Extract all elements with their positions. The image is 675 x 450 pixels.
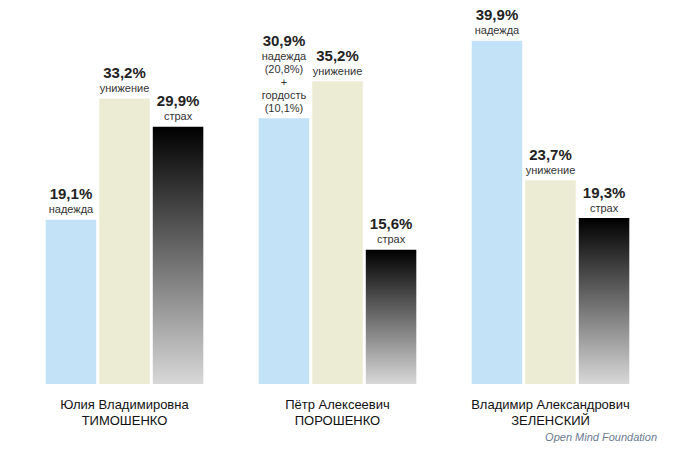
svg-text:Пётр Алексеевич: Пётр Алексеевич xyxy=(285,397,390,412)
svg-text:Open Mind Foundation: Open Mind Foundation xyxy=(545,431,657,443)
svg-text:23,7%: 23,7% xyxy=(529,146,572,163)
svg-text:+: + xyxy=(281,76,287,88)
svg-text:39,9%: 39,9% xyxy=(476,6,519,23)
svg-text:19,1%: 19,1% xyxy=(50,185,93,202)
svg-text:унижение: унижение xyxy=(100,82,150,94)
svg-text:15,6%: 15,6% xyxy=(370,215,413,232)
svg-text:страх: страх xyxy=(164,110,193,122)
svg-text:Юлия Владимировна: Юлия Владимировна xyxy=(60,397,189,412)
svg-text:29,9%: 29,9% xyxy=(157,92,200,109)
svg-text:унижение: унижение xyxy=(526,164,576,176)
svg-text:надежда: надежда xyxy=(475,24,520,36)
svg-text:ПОРОШЕНКО: ПОРОШЕНКО xyxy=(295,413,380,428)
svg-text:надежда: надежда xyxy=(262,50,307,62)
svg-text:страх: страх xyxy=(377,233,406,245)
svg-text:унижение: унижение xyxy=(313,65,363,77)
svg-text:30,9%: 30,9% xyxy=(263,32,306,49)
svg-text:ЗЕЛЕНСКИЙ: ЗЕЛЕНСКИЙ xyxy=(511,413,590,428)
svg-text:35,2%: 35,2% xyxy=(316,47,359,64)
svg-text:гордость: гордость xyxy=(262,89,307,101)
svg-text:надежда: надежда xyxy=(49,203,94,215)
svg-text:(20,8%): (20,8%) xyxy=(265,63,304,75)
svg-text:страх: страх xyxy=(590,202,619,214)
svg-text:Владимир Александрович: Владимир Александрович xyxy=(471,397,630,412)
svg-text:33,2%: 33,2% xyxy=(103,64,146,81)
svg-text:ТИМОШЕНКО: ТИМОШЕНКО xyxy=(82,413,168,428)
svg-text:19,3%: 19,3% xyxy=(583,184,626,201)
svg-text:(10,1%): (10,1%) xyxy=(265,102,304,114)
